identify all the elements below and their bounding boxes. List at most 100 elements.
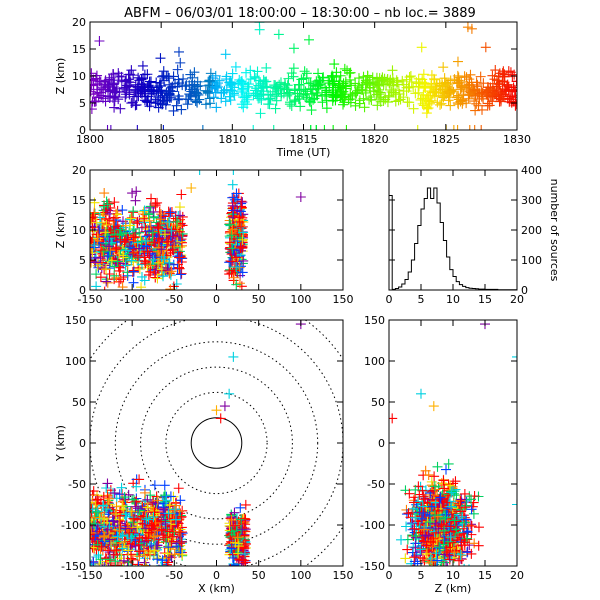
- source-marker: [239, 548, 250, 559]
- source-marker: [142, 246, 153, 257]
- source-marker: [304, 34, 315, 45]
- axes-frame: [89, 21, 518, 131]
- source-marker: [114, 87, 125, 98]
- source-marker: [350, 100, 361, 111]
- source-marker: [134, 75, 145, 86]
- source-marker: [448, 125, 459, 130]
- source-marker: [90, 527, 97, 538]
- source-marker: [421, 548, 432, 559]
- plot-area: [90, 170, 306, 290]
- plot-area: [90, 320, 343, 566]
- source-marker: [182, 99, 193, 110]
- source-marker: [163, 236, 174, 247]
- source-marker: [416, 42, 427, 53]
- source-marker: [120, 523, 131, 534]
- source-marker: [264, 99, 275, 110]
- source-marker: [128, 206, 139, 217]
- y-axis-label: Z (km): [54, 58, 67, 95]
- source-marker: [143, 533, 154, 544]
- x-tick-label: 1810: [218, 133, 246, 146]
- source-marker: [487, 96, 498, 107]
- source-marker: [456, 82, 467, 93]
- source-marker: [365, 92, 376, 103]
- source-marker: [95, 554, 106, 565]
- source-marker: [102, 251, 113, 262]
- source-marker: [402, 544, 413, 555]
- source-marker: [305, 84, 316, 95]
- source-marker: [359, 102, 370, 113]
- source-marker: [178, 73, 189, 84]
- source-marker: [174, 252, 185, 263]
- source-marker: [227, 68, 238, 79]
- source-marker: [176, 104, 187, 115]
- source-marker: [141, 241, 152, 252]
- x-tick-label: 5: [418, 569, 425, 582]
- source-marker: [504, 96, 515, 107]
- source-marker: [90, 247, 98, 258]
- source-marker: [186, 91, 197, 102]
- source-marker: [458, 89, 469, 100]
- source-marker: [143, 209, 154, 220]
- source-marker: [143, 91, 154, 102]
- source-marker: [158, 271, 169, 282]
- source-marker: [133, 503, 144, 514]
- source-marker: [98, 500, 109, 511]
- source-marker: [156, 81, 167, 92]
- source-marker: [466, 494, 477, 505]
- source-marker: [147, 259, 158, 270]
- source-marker: [417, 485, 428, 496]
- source-marker: [118, 252, 129, 263]
- source-marker: [205, 68, 216, 79]
- source-marker: [168, 105, 179, 116]
- source-marker: [299, 66, 310, 77]
- x-tick-label: 50: [252, 293, 266, 306]
- source-marker: [404, 488, 415, 499]
- source-marker: [434, 542, 445, 553]
- source-marker: [258, 89, 269, 100]
- source-marker: [100, 227, 111, 238]
- source-marker: [413, 73, 424, 84]
- source-marker: [239, 96, 250, 107]
- source-marker: [115, 510, 126, 521]
- source-marker: [90, 214, 97, 225]
- y-tick-label: 100: [65, 355, 86, 368]
- source-marker: [396, 534, 407, 545]
- source-marker: [437, 80, 448, 91]
- source-marker: [240, 499, 251, 510]
- source-marker: [90, 68, 97, 79]
- source-marker: [418, 507, 429, 518]
- source-marker: [148, 206, 159, 217]
- source-marker: [146, 193, 157, 204]
- source-marker: [128, 266, 139, 277]
- x-tick-label: 1805: [147, 133, 175, 146]
- source-marker: [437, 91, 448, 102]
- source-marker: [130, 563, 132, 566]
- source-marker: [176, 536, 187, 547]
- source-marker: [392, 79, 403, 90]
- source-marker: [256, 94, 267, 105]
- source-marker: [450, 476, 461, 487]
- x-tick-label: 1825: [432, 133, 460, 146]
- source-marker: [126, 506, 137, 517]
- source-marker: [156, 244, 167, 255]
- source-marker: [447, 84, 458, 95]
- source-marker: [446, 487, 457, 498]
- source-marker: [163, 508, 174, 519]
- source-marker: [106, 255, 117, 266]
- source-marker: [94, 36, 105, 47]
- source-marker: [235, 243, 246, 254]
- source-marker: [139, 252, 150, 263]
- source-marker: [120, 245, 131, 256]
- source-marker: [464, 125, 475, 130]
- y-tick-label: 0: [79, 284, 86, 297]
- source-marker: [435, 99, 446, 110]
- source-marker: [418, 69, 429, 80]
- source-marker: [462, 22, 473, 33]
- source-marker: [165, 284, 176, 290]
- source-marker: [393, 95, 404, 106]
- source-marker: [404, 81, 415, 92]
- source-marker: [439, 549, 450, 560]
- x-axis-label: Time (UT): [276, 146, 331, 159]
- source-marker: [409, 552, 420, 563]
- source-marker: [457, 98, 468, 109]
